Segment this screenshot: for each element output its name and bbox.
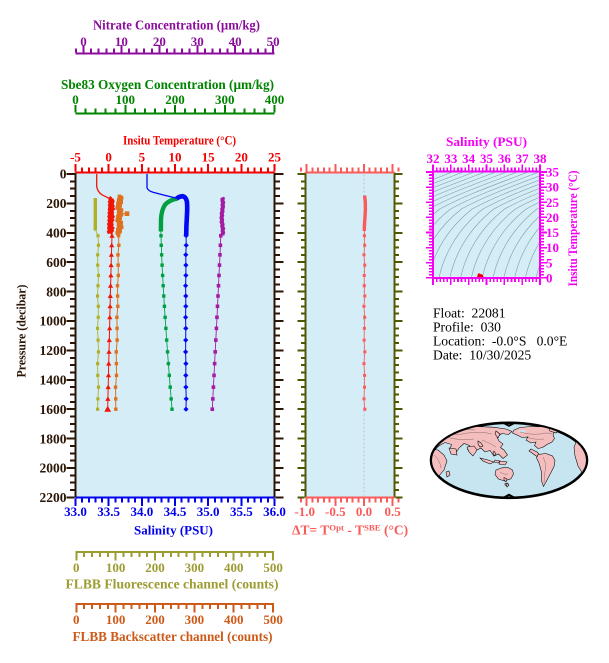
svg-text:40: 40: [229, 34, 242, 49]
svg-text:400: 400: [46, 226, 67, 241]
svg-text:0: 0: [73, 560, 80, 575]
svg-text:5: 5: [546, 255, 553, 270]
svg-text:Date: 10/30/2025: Date: 10/30/2025: [433, 348, 531, 363]
svg-text:1200: 1200: [40, 343, 67, 358]
svg-text:10: 10: [546, 240, 559, 255]
svg-text:200: 200: [145, 560, 165, 575]
svg-text:400: 400: [224, 612, 244, 627]
svg-text:30: 30: [546, 180, 559, 195]
svg-text:2000: 2000: [40, 461, 67, 476]
svg-text:0: 0: [60, 167, 67, 182]
svg-text:200: 200: [46, 196, 67, 211]
svg-text:300: 300: [215, 92, 235, 107]
svg-text:200: 200: [145, 612, 165, 627]
svg-text:2200: 2200: [40, 490, 67, 505]
svg-text:33.0: 33.0: [64, 504, 87, 519]
svg-text:FLBB Backscatter channel (coun: FLBB Backscatter channel (counts): [73, 629, 273, 644]
svg-text:35: 35: [546, 165, 560, 180]
svg-text:Insitu Temperature (°C): Insitu Temperature (°C): [123, 133, 236, 148]
svg-text:36.0: 36.0: [263, 504, 286, 519]
svg-text:25: 25: [546, 195, 560, 210]
svg-text:33: 33: [444, 151, 458, 166]
svg-text:-0.5: -0.5: [325, 504, 346, 519]
svg-text:15: 15: [546, 225, 560, 240]
svg-text:200: 200: [165, 92, 185, 107]
svg-text:300: 300: [185, 560, 205, 575]
svg-text:0: 0: [72, 92, 79, 107]
svg-text:0: 0: [73, 612, 80, 627]
svg-text:35.0: 35.0: [197, 504, 220, 519]
svg-text:ΔT= TOpt - TSBE (°C): ΔT= TOpt - TSBE (°C): [292, 523, 408, 538]
svg-text:37: 37: [516, 151, 530, 166]
svg-text:500: 500: [263, 560, 283, 575]
svg-text:32: 32: [427, 151, 440, 166]
svg-text:Profile: 030: Profile: 030: [433, 320, 501, 335]
svg-text:Insitu Temperature (°C): Insitu Temperature (°C): [565, 171, 580, 287]
svg-text:5: 5: [139, 150, 146, 165]
svg-text:600: 600: [46, 255, 67, 270]
svg-text:35.5: 35.5: [230, 504, 253, 519]
svg-text:25: 25: [268, 150, 282, 165]
svg-text:10: 10: [115, 34, 128, 49]
svg-text:100: 100: [116, 92, 136, 107]
svg-text:100: 100: [106, 560, 126, 575]
svg-text:50: 50: [267, 34, 280, 49]
svg-text:FLBB Fluorescence channel (cou: FLBB Fluorescence channel (counts): [66, 577, 279, 592]
svg-text:20: 20: [235, 150, 248, 165]
svg-text:1600: 1600: [40, 402, 67, 417]
svg-text:Pressure (decibar): Pressure (decibar): [14, 285, 29, 378]
svg-text:33.5: 33.5: [97, 504, 120, 519]
svg-text:100: 100: [106, 612, 126, 627]
svg-text:34.5: 34.5: [164, 504, 187, 519]
svg-text:300: 300: [185, 612, 205, 627]
svg-text:-5: -5: [70, 150, 81, 165]
svg-text:34: 34: [462, 151, 476, 166]
svg-text:0: 0: [80, 34, 87, 49]
svg-text:36: 36: [498, 151, 512, 166]
svg-text:Sbe83 Oxygen Concentration (µm: Sbe83 Oxygen Concentration (µm/kg): [61, 77, 274, 92]
svg-text:0.5: 0.5: [385, 504, 402, 519]
svg-text:400: 400: [265, 92, 285, 107]
svg-text:1800: 1800: [40, 431, 67, 446]
svg-text:400: 400: [224, 560, 244, 575]
svg-text:-1.0: -1.0: [294, 504, 315, 519]
svg-text:500: 500: [263, 612, 283, 627]
svg-text:30: 30: [191, 34, 204, 49]
svg-text:35: 35: [480, 151, 494, 166]
svg-text:38: 38: [534, 151, 548, 166]
svg-text:20: 20: [153, 34, 166, 49]
svg-text:1000: 1000: [40, 314, 67, 329]
svg-text:Location: -0.0°S 0.0°E: Location: -0.0°S 0.0°E: [433, 334, 567, 349]
svg-text:Nitrate Concentration (µm/kg): Nitrate Concentration (µm/kg): [93, 18, 260, 33]
svg-text:0: 0: [546, 270, 553, 285]
svg-text:800: 800: [46, 284, 67, 299]
svg-text:Salinity (PSU): Salinity (PSU): [134, 523, 213, 538]
svg-text:20: 20: [546, 210, 559, 225]
svg-text:Salinity (PSU): Salinity (PSU): [446, 134, 527, 149]
svg-text:0.0: 0.0: [356, 504, 372, 519]
svg-text:1400: 1400: [40, 373, 67, 388]
svg-text:34.0: 34.0: [130, 504, 153, 519]
svg-text:10: 10: [169, 150, 182, 165]
svg-text:15: 15: [202, 150, 216, 165]
svg-text:Float: 22081: Float: 22081: [433, 306, 506, 321]
svg-text:0: 0: [105, 150, 112, 165]
